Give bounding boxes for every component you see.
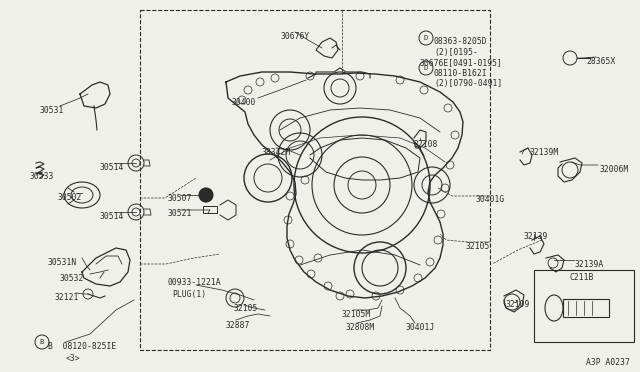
Text: PLUG(1): PLUG(1) [172,290,206,299]
Text: 30401J: 30401J [406,323,435,332]
Text: 32139M: 32139M [530,148,559,157]
Text: 30400: 30400 [232,98,256,107]
Text: 38342M: 38342M [261,148,291,157]
Text: 30401G: 30401G [476,195,505,204]
Text: B: B [40,339,44,345]
Text: D: D [424,65,428,71]
Text: 30514: 30514 [100,212,124,221]
Text: 08363-8205D: 08363-8205D [434,37,488,46]
Text: 32887: 32887 [226,321,250,330]
Text: (2)[0195-: (2)[0195- [434,48,478,57]
Text: 32139A: 32139A [575,260,604,269]
Text: D: D [424,35,428,41]
Text: 32139: 32139 [524,232,548,241]
Text: 30514: 30514 [100,163,124,172]
Text: 32108: 32108 [414,140,438,149]
Text: 32105: 32105 [466,242,490,251]
Bar [203,206,217,213]
Text: 30676E[0491-0195]: 30676E[0491-0195] [420,58,503,67]
Text: 32121: 32121 [55,293,79,302]
Text: 32105M: 32105M [342,310,371,319]
Text: A3P A0237: A3P A0237 [586,358,630,367]
Text: B  08120-825IE: B 08120-825IE [48,342,116,351]
Bar [563,299,609,317]
Text: 30507: 30507 [168,194,193,203]
Text: 32006M: 32006M [600,165,629,174]
Text: 08110-B162I: 08110-B162I [434,69,488,78]
Text: C211B: C211B [570,273,595,282]
Circle shape [199,188,213,202]
Text: 32109: 32109 [506,300,531,309]
Text: 32808M: 32808M [346,323,375,332]
Text: 28365X: 28365X [586,57,615,66]
Text: 00933-1221A: 00933-1221A [168,278,221,287]
Bar [534,270,634,342]
Text: 30502: 30502 [58,193,83,202]
Text: 30531: 30531 [40,106,65,115]
Text: 30533: 30533 [30,172,54,181]
Text: 32105: 32105 [234,304,259,313]
Text: (2)[0790-0491]: (2)[0790-0491] [434,79,502,88]
Bar [140,10,490,350]
Text: 30531N: 30531N [48,258,77,267]
Text: 30532: 30532 [60,274,84,283]
Text: <3>: <3> [66,354,81,363]
Text: 30676Y: 30676Y [280,32,310,41]
Text: 30521: 30521 [168,209,193,218]
